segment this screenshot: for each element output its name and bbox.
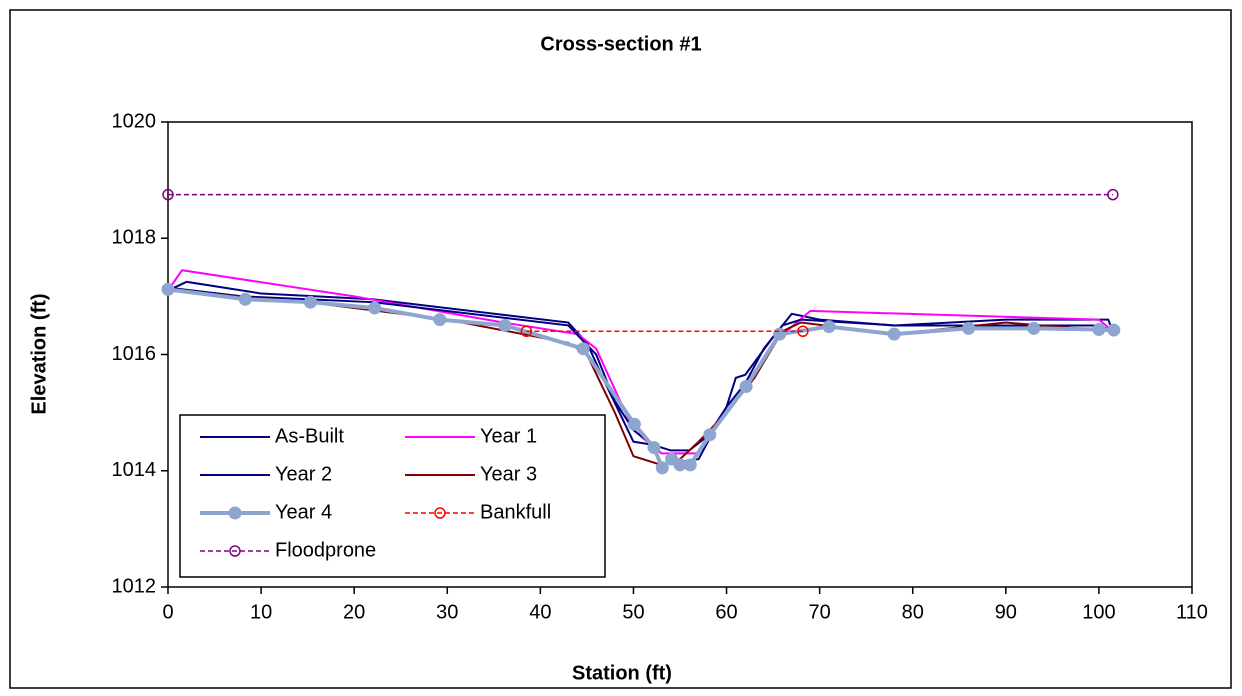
x-tick-label: 50 [622, 601, 644, 623]
x-tick-label: 0 [162, 601, 173, 623]
legend-label: Year 4 [275, 501, 332, 523]
x-tick-label: 40 [529, 601, 551, 623]
y-tick-label: 1020 [112, 110, 157, 132]
data-point [498, 318, 512, 332]
x-tick-label: 70 [809, 601, 831, 623]
y-axis-title: Elevation (ft) [28, 293, 50, 414]
x-tick-label: 30 [436, 601, 458, 623]
data-point [1107, 323, 1121, 337]
x-tick-label: 10 [250, 601, 272, 623]
data-point [627, 417, 641, 431]
data-point [655, 461, 669, 475]
data-point [162, 188, 174, 201]
data-point [962, 321, 976, 335]
legend-label: Year 1 [480, 425, 537, 447]
data-point [797, 325, 809, 337]
x-tick-label: 60 [715, 601, 737, 623]
x-axis-title: Station (ft) [572, 662, 672, 684]
x-tick-label: 100 [1082, 601, 1115, 623]
y-tick-label: 1012 [112, 575, 157, 597]
data-point [683, 458, 697, 472]
data-point [520, 325, 533, 337]
data-point [1027, 321, 1041, 335]
data-point [576, 342, 590, 356]
data-point [1107, 188, 1119, 201]
x-tick-label: 90 [995, 601, 1017, 623]
data-point [161, 282, 175, 296]
y-tick-label: 1016 [112, 343, 157, 365]
legend-label: Year 2 [275, 463, 332, 485]
y-tick-label: 1018 [112, 227, 157, 249]
legend-marker [229, 545, 241, 557]
data-point [887, 327, 901, 341]
y-tick-label: 1014 [112, 459, 157, 481]
legend-marker [228, 506, 242, 520]
legend-label: Bankfull [480, 501, 551, 523]
chart-title: Cross-section #1 [540, 33, 701, 55]
legend-label: Year 3 [480, 463, 537, 485]
data-point [238, 292, 252, 306]
data-point [647, 441, 661, 454]
legend-label: Floodprone [275, 539, 376, 561]
data-point [368, 301, 382, 315]
data-point [822, 320, 836, 334]
data-point [739, 379, 753, 393]
data-point [773, 327, 787, 341]
data-point [703, 428, 717, 442]
legend-label: As-Built [275, 425, 344, 447]
legend-box [179, 414, 606, 578]
data-point [303, 295, 317, 309]
x-tick-label: 20 [343, 601, 365, 623]
x-tick-label: 110 [1176, 601, 1208, 623]
data-point [1092, 323, 1106, 337]
data-point [433, 313, 447, 327]
x-tick-label: 80 [902, 601, 924, 623]
legend-marker [434, 507, 446, 519]
